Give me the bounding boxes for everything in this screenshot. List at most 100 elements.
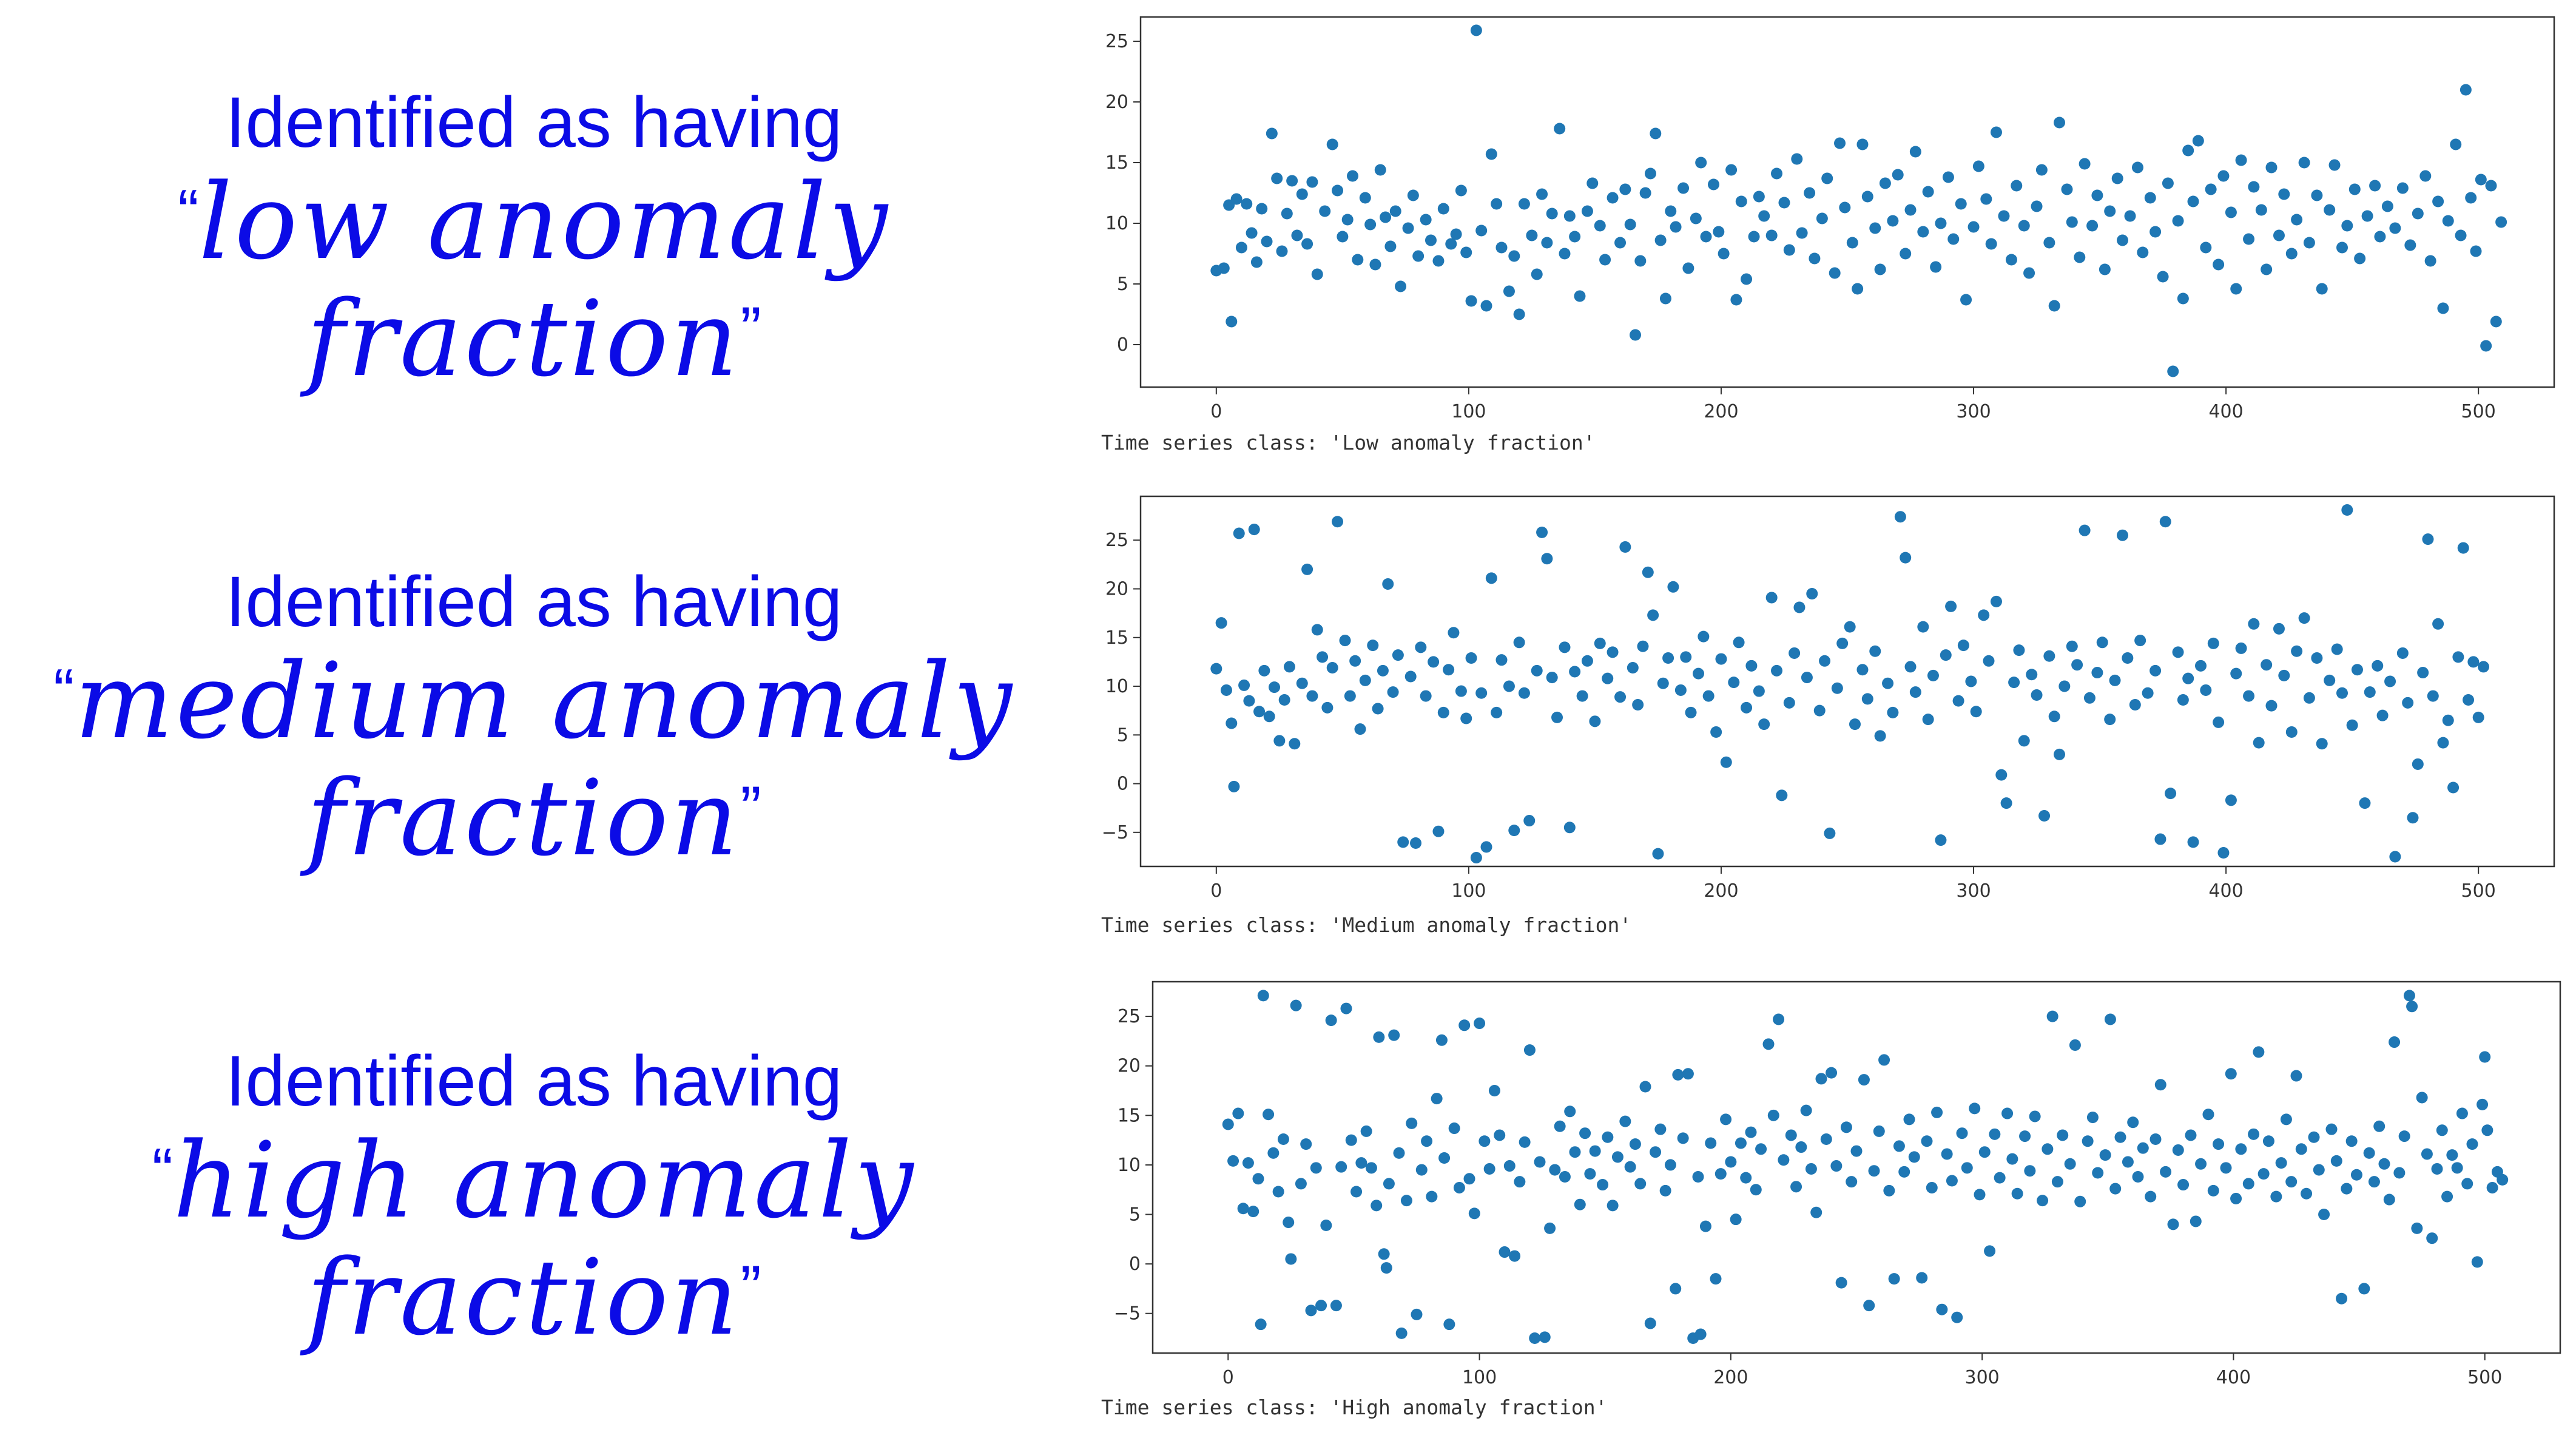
data-point	[2497, 1173, 2509, 1186]
data-point	[1983, 655, 1995, 667]
data-point	[2207, 1184, 2219, 1197]
data-point	[1715, 653, 1727, 665]
data-point	[2230, 1192, 2242, 1204]
data-point	[1791, 153, 1803, 165]
data-point	[2109, 674, 2121, 686]
data-point	[1485, 572, 1497, 584]
data-point	[2291, 645, 2303, 657]
data-point	[1735, 195, 1747, 208]
data-point	[2202, 1109, 2214, 1121]
data-point	[1508, 825, 1520, 837]
data-point	[2195, 1158, 2207, 1170]
x-tick-label: 500	[2461, 880, 2496, 902]
data-point	[1800, 1104, 1812, 1116]
close-quote: ”	[740, 1252, 761, 1323]
data-point	[1455, 184, 1467, 197]
data-point	[1332, 516, 1344, 528]
data-point	[1586, 177, 1599, 189]
data-point	[2324, 674, 2336, 686]
data-point	[2217, 847, 2230, 859]
data-point	[1680, 651, 1692, 663]
data-point	[2301, 1187, 2313, 1200]
data-point	[2083, 692, 2096, 704]
data-point	[2470, 245, 2482, 257]
y-tick-label: 5	[1129, 1204, 1141, 1226]
data-point	[1534, 1156, 1546, 1168]
label-class-line1: “low anomaly	[178, 163, 890, 281]
data-point	[1519, 1136, 1531, 1148]
data-point	[1243, 695, 1255, 707]
data-point	[1475, 687, 1488, 699]
data-point	[1916, 1272, 1928, 1284]
data-point	[1692, 1171, 1704, 1183]
data-point	[1330, 1300, 1342, 1312]
data-point	[2422, 533, 2434, 545]
data-point	[1834, 137, 1846, 149]
data-point	[1250, 256, 1263, 268]
data-point	[2207, 637, 2219, 649]
data-point	[1846, 237, 1858, 249]
data-point	[2243, 233, 2255, 245]
data-point	[2114, 1131, 2126, 1143]
label-class-text: fraction	[306, 757, 741, 879]
data-point	[2450, 138, 2462, 150]
data-point	[2456, 1107, 2468, 1119]
data-point	[1326, 138, 1338, 150]
data-point	[2242, 1178, 2254, 1190]
y-tick-label: 0	[1117, 774, 1128, 795]
data-point	[1503, 285, 1515, 297]
data-point	[1432, 255, 1445, 267]
data-point	[1326, 662, 1338, 674]
data-point	[2079, 524, 2091, 536]
data-point	[1559, 248, 1571, 260]
data-point	[1393, 1147, 1405, 1159]
data-point	[1942, 171, 1954, 183]
data-point	[2137, 246, 2149, 258]
data-point	[1306, 176, 1318, 188]
data-point	[1980, 193, 1992, 205]
data-point	[1830, 1160, 1843, 1172]
data-point	[1850, 1145, 1863, 1157]
data-point	[1248, 524, 1260, 536]
data-point	[2285, 726, 2298, 738]
data-point	[2330, 1155, 2342, 1167]
data-point	[1650, 1146, 1662, 1158]
data-point	[2167, 1218, 2179, 1230]
data-point	[1300, 1138, 1312, 1150]
data-point	[2406, 1001, 2418, 1013]
data-point	[1969, 1102, 1981, 1115]
data-point	[2187, 836, 2199, 848]
data-point	[1339, 635, 1351, 647]
data-point	[1438, 1152, 1451, 1164]
data-point	[1388, 1029, 1400, 1041]
data-point	[1458, 1019, 1471, 1031]
data-point	[1908, 1151, 1920, 1163]
data-point	[2466, 1138, 2478, 1150]
data-point	[2177, 292, 2189, 305]
data-point	[2066, 216, 2078, 228]
data-point	[1402, 222, 1414, 234]
data-point	[1816, 212, 1828, 224]
data-point	[1745, 1126, 1757, 1138]
data-point	[1956, 1127, 1968, 1139]
data-point	[1815, 1073, 1827, 1085]
data-point	[2149, 664, 2162, 677]
y-tick-label: 20	[1105, 92, 1128, 113]
data-point	[1789, 647, 1801, 659]
data-point	[1995, 769, 2008, 781]
data-point	[2134, 635, 2146, 647]
data-point	[1220, 684, 1232, 696]
data-point	[2358, 1283, 2370, 1295]
data-point	[1762, 1038, 1775, 1050]
data-point	[1301, 563, 1313, 575]
data-point	[2404, 239, 2416, 251]
data-point	[1285, 1253, 1297, 1265]
data-point	[1470, 852, 1482, 864]
data-point	[1619, 1115, 1631, 1127]
data-point	[1874, 730, 1886, 742]
data-point	[1821, 172, 1833, 184]
y-tick-label: 10	[1105, 213, 1128, 234]
data-point	[2200, 241, 2212, 254]
data-point	[2298, 157, 2310, 169]
data-point	[2043, 237, 2055, 249]
